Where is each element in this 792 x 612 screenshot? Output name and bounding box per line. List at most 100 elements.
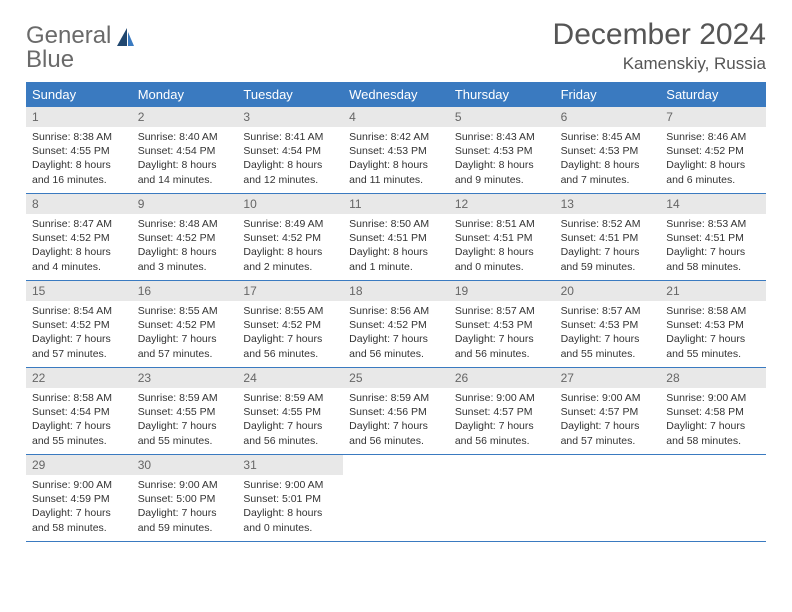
daylight-text: Daylight: 7 hours xyxy=(243,419,339,433)
brand-logo: General Blue xyxy=(26,24,135,72)
daylight-text: Daylight: 7 hours xyxy=(32,332,128,346)
sunrise-text: Sunrise: 9:00 AM xyxy=(455,391,551,405)
sunset-text: Sunset: 4:59 PM xyxy=(32,492,128,506)
calendar-cell: 31 Sunrise: 9:00 AMSunset: 5:01 PMDayligh… xyxy=(237,455,343,541)
day-info: Sunrise: 9:00 AMSunset: 5:01 PMDaylight:… xyxy=(237,478,343,535)
daylight-text: Daylight: 7 hours xyxy=(349,419,445,433)
day-info: Sunrise: 8:41 AMSunset: 4:54 PMDaylight:… xyxy=(237,130,343,187)
calendar-week: 8 Sunrise: 8:47 AMSunset: 4:52 PMDaylight… xyxy=(26,194,766,281)
calendar-week: 15Sunrise: 8:54 AMSunset: 4:52 PMDayligh… xyxy=(26,281,766,368)
daylight-text: Daylight: 7 hours xyxy=(666,245,762,259)
daylight-text: and 56 minutes. xyxy=(349,347,445,361)
sunrise-text: Sunrise: 9:00 AM xyxy=(32,478,128,492)
calendar-cell: 4 Sunrise: 8:42 AMSunset: 4:53 PMDaylight… xyxy=(343,107,449,193)
day-number: 31 xyxy=(237,455,343,475)
day-info: Sunrise: 8:59 AMSunset: 4:55 PMDaylight:… xyxy=(237,391,343,448)
sunrise-text: Sunrise: 8:53 AM xyxy=(666,217,762,231)
day-number: 8 xyxy=(26,194,132,214)
daylight-text: and 7 minutes. xyxy=(561,173,657,187)
sunrise-text: Sunrise: 8:52 AM xyxy=(561,217,657,231)
day-info: Sunrise: 8:58 AMSunset: 4:53 PMDaylight:… xyxy=(660,304,766,361)
calendar-cell: 14Sunrise: 8:53 AMSunset: 4:51 PMDayligh… xyxy=(660,194,766,280)
daylight-text: Daylight: 8 hours xyxy=(32,245,128,259)
daylight-text: and 59 minutes. xyxy=(138,521,234,535)
day-number: 16 xyxy=(132,281,238,301)
day-info: Sunrise: 8:59 AMSunset: 4:56 PMDaylight:… xyxy=(343,391,449,448)
sunrise-text: Sunrise: 9:00 AM xyxy=(666,391,762,405)
weekday-fri: Friday xyxy=(555,82,661,107)
daylight-text: and 58 minutes. xyxy=(32,521,128,535)
day-info: Sunrise: 8:38 AMSunset: 4:55 PMDaylight:… xyxy=(26,130,132,187)
daylight-text: Daylight: 8 hours xyxy=(455,245,551,259)
daylight-text: Daylight: 7 hours xyxy=(32,419,128,433)
brand-word2: Blue xyxy=(26,48,111,72)
sunrise-text: Sunrise: 8:41 AM xyxy=(243,130,339,144)
sunset-text: Sunset: 4:52 PM xyxy=(32,318,128,332)
sunrise-text: Sunrise: 8:55 AM xyxy=(138,304,234,318)
day-info: Sunrise: 8:47 AMSunset: 4:52 PMDaylight:… xyxy=(26,217,132,274)
calendar-cell: 20Sunrise: 8:57 AMSunset: 4:53 PMDayligh… xyxy=(555,281,661,367)
sunset-text: Sunset: 4:51 PM xyxy=(666,231,762,245)
day-info: Sunrise: 8:42 AMSunset: 4:53 PMDaylight:… xyxy=(343,130,449,187)
calendar-cell xyxy=(555,455,661,541)
weekday-tue: Tuesday xyxy=(237,82,343,107)
daylight-text: Daylight: 7 hours xyxy=(455,332,551,346)
day-number: 20 xyxy=(555,281,661,301)
day-info: Sunrise: 8:51 AMSunset: 4:51 PMDaylight:… xyxy=(449,217,555,274)
day-info: Sunrise: 8:52 AMSunset: 4:51 PMDaylight:… xyxy=(555,217,661,274)
calendar-cell: 22Sunrise: 8:58 AMSunset: 4:54 PMDayligh… xyxy=(26,368,132,454)
day-number: 4 xyxy=(343,107,449,127)
day-info: Sunrise: 8:46 AMSunset: 4:52 PMDaylight:… xyxy=(660,130,766,187)
day-number: 21 xyxy=(660,281,766,301)
daylight-text: and 14 minutes. xyxy=(138,173,234,187)
daylight-text: Daylight: 7 hours xyxy=(32,506,128,520)
weekday-header: Sunday Monday Tuesday Wednesday Thursday… xyxy=(26,82,766,107)
day-number: 12 xyxy=(449,194,555,214)
sunrise-text: Sunrise: 8:57 AM xyxy=(561,304,657,318)
daylight-text: Daylight: 7 hours xyxy=(561,245,657,259)
day-number: 26 xyxy=(449,368,555,388)
sunrise-text: Sunrise: 8:51 AM xyxy=(455,217,551,231)
day-number: 23 xyxy=(132,368,238,388)
sunrise-text: Sunrise: 8:38 AM xyxy=(32,130,128,144)
day-number: 17 xyxy=(237,281,343,301)
sunset-text: Sunset: 5:00 PM xyxy=(138,492,234,506)
weekday-wed: Wednesday xyxy=(343,82,449,107)
daylight-text: and 1 minute. xyxy=(349,260,445,274)
daylight-text: and 56 minutes. xyxy=(349,434,445,448)
calendar-cell: 12 Sunrise: 8:51 AMSunset: 4:51 PMDayligh… xyxy=(449,194,555,280)
sunrise-text: Sunrise: 8:56 AM xyxy=(349,304,445,318)
title-block: December 2024 Kamenskiy, Russia xyxy=(553,18,766,74)
day-info: Sunrise: 8:55 AMSunset: 4:52 PMDaylight:… xyxy=(132,304,238,361)
day-number: 7 xyxy=(660,107,766,127)
daylight-text: and 56 minutes. xyxy=(243,434,339,448)
location: Kamenskiy, Russia xyxy=(553,54,766,74)
day-number: 6 xyxy=(555,107,661,127)
day-number: 30 xyxy=(132,455,238,475)
day-number: 10 xyxy=(237,194,343,214)
day-info: Sunrise: 9:00 AMSunset: 4:58 PMDaylight:… xyxy=(660,391,766,448)
day-number: 28 xyxy=(660,368,766,388)
day-info: Sunrise: 8:57 AMSunset: 4:53 PMDaylight:… xyxy=(449,304,555,361)
day-info: Sunrise: 9:00 AMSunset: 5:00 PMDaylight:… xyxy=(132,478,238,535)
calendar-cell: 5Sunrise: 8:43 AMSunset: 4:53 PMDaylight… xyxy=(449,107,555,193)
calendar-cell: 1 Sunrise: 8:38 AMSunset: 4:55 PMDaylight… xyxy=(26,107,132,193)
daylight-text: and 55 minutes. xyxy=(32,434,128,448)
calendar-cell: 2Sunrise: 8:40 AMSunset: 4:54 PMDaylight… xyxy=(132,107,238,193)
sunrise-text: Sunrise: 9:00 AM xyxy=(138,478,234,492)
daylight-text: and 0 minutes. xyxy=(455,260,551,274)
daylight-text: Daylight: 8 hours xyxy=(32,158,128,172)
daylight-text: and 57 minutes. xyxy=(32,347,128,361)
day-number: 1 xyxy=(26,107,132,127)
day-info: Sunrise: 8:45 AMSunset: 4:53 PMDaylight:… xyxy=(555,130,661,187)
daylight-text: and 58 minutes. xyxy=(666,260,762,274)
daylight-text: Daylight: 7 hours xyxy=(455,419,551,433)
calendar-week: 22Sunrise: 8:58 AMSunset: 4:54 PMDayligh… xyxy=(26,368,766,455)
calendar-cell: 17Sunrise: 8:55 AMSunset: 4:52 PMDayligh… xyxy=(237,281,343,367)
daylight-text: and 55 minutes. xyxy=(666,347,762,361)
sunset-text: Sunset: 4:56 PM xyxy=(349,405,445,419)
sunset-text: Sunset: 4:52 PM xyxy=(666,144,762,158)
daylight-text: Daylight: 7 hours xyxy=(561,419,657,433)
daylight-text: and 2 minutes. xyxy=(243,260,339,274)
day-number: 13 xyxy=(555,194,661,214)
